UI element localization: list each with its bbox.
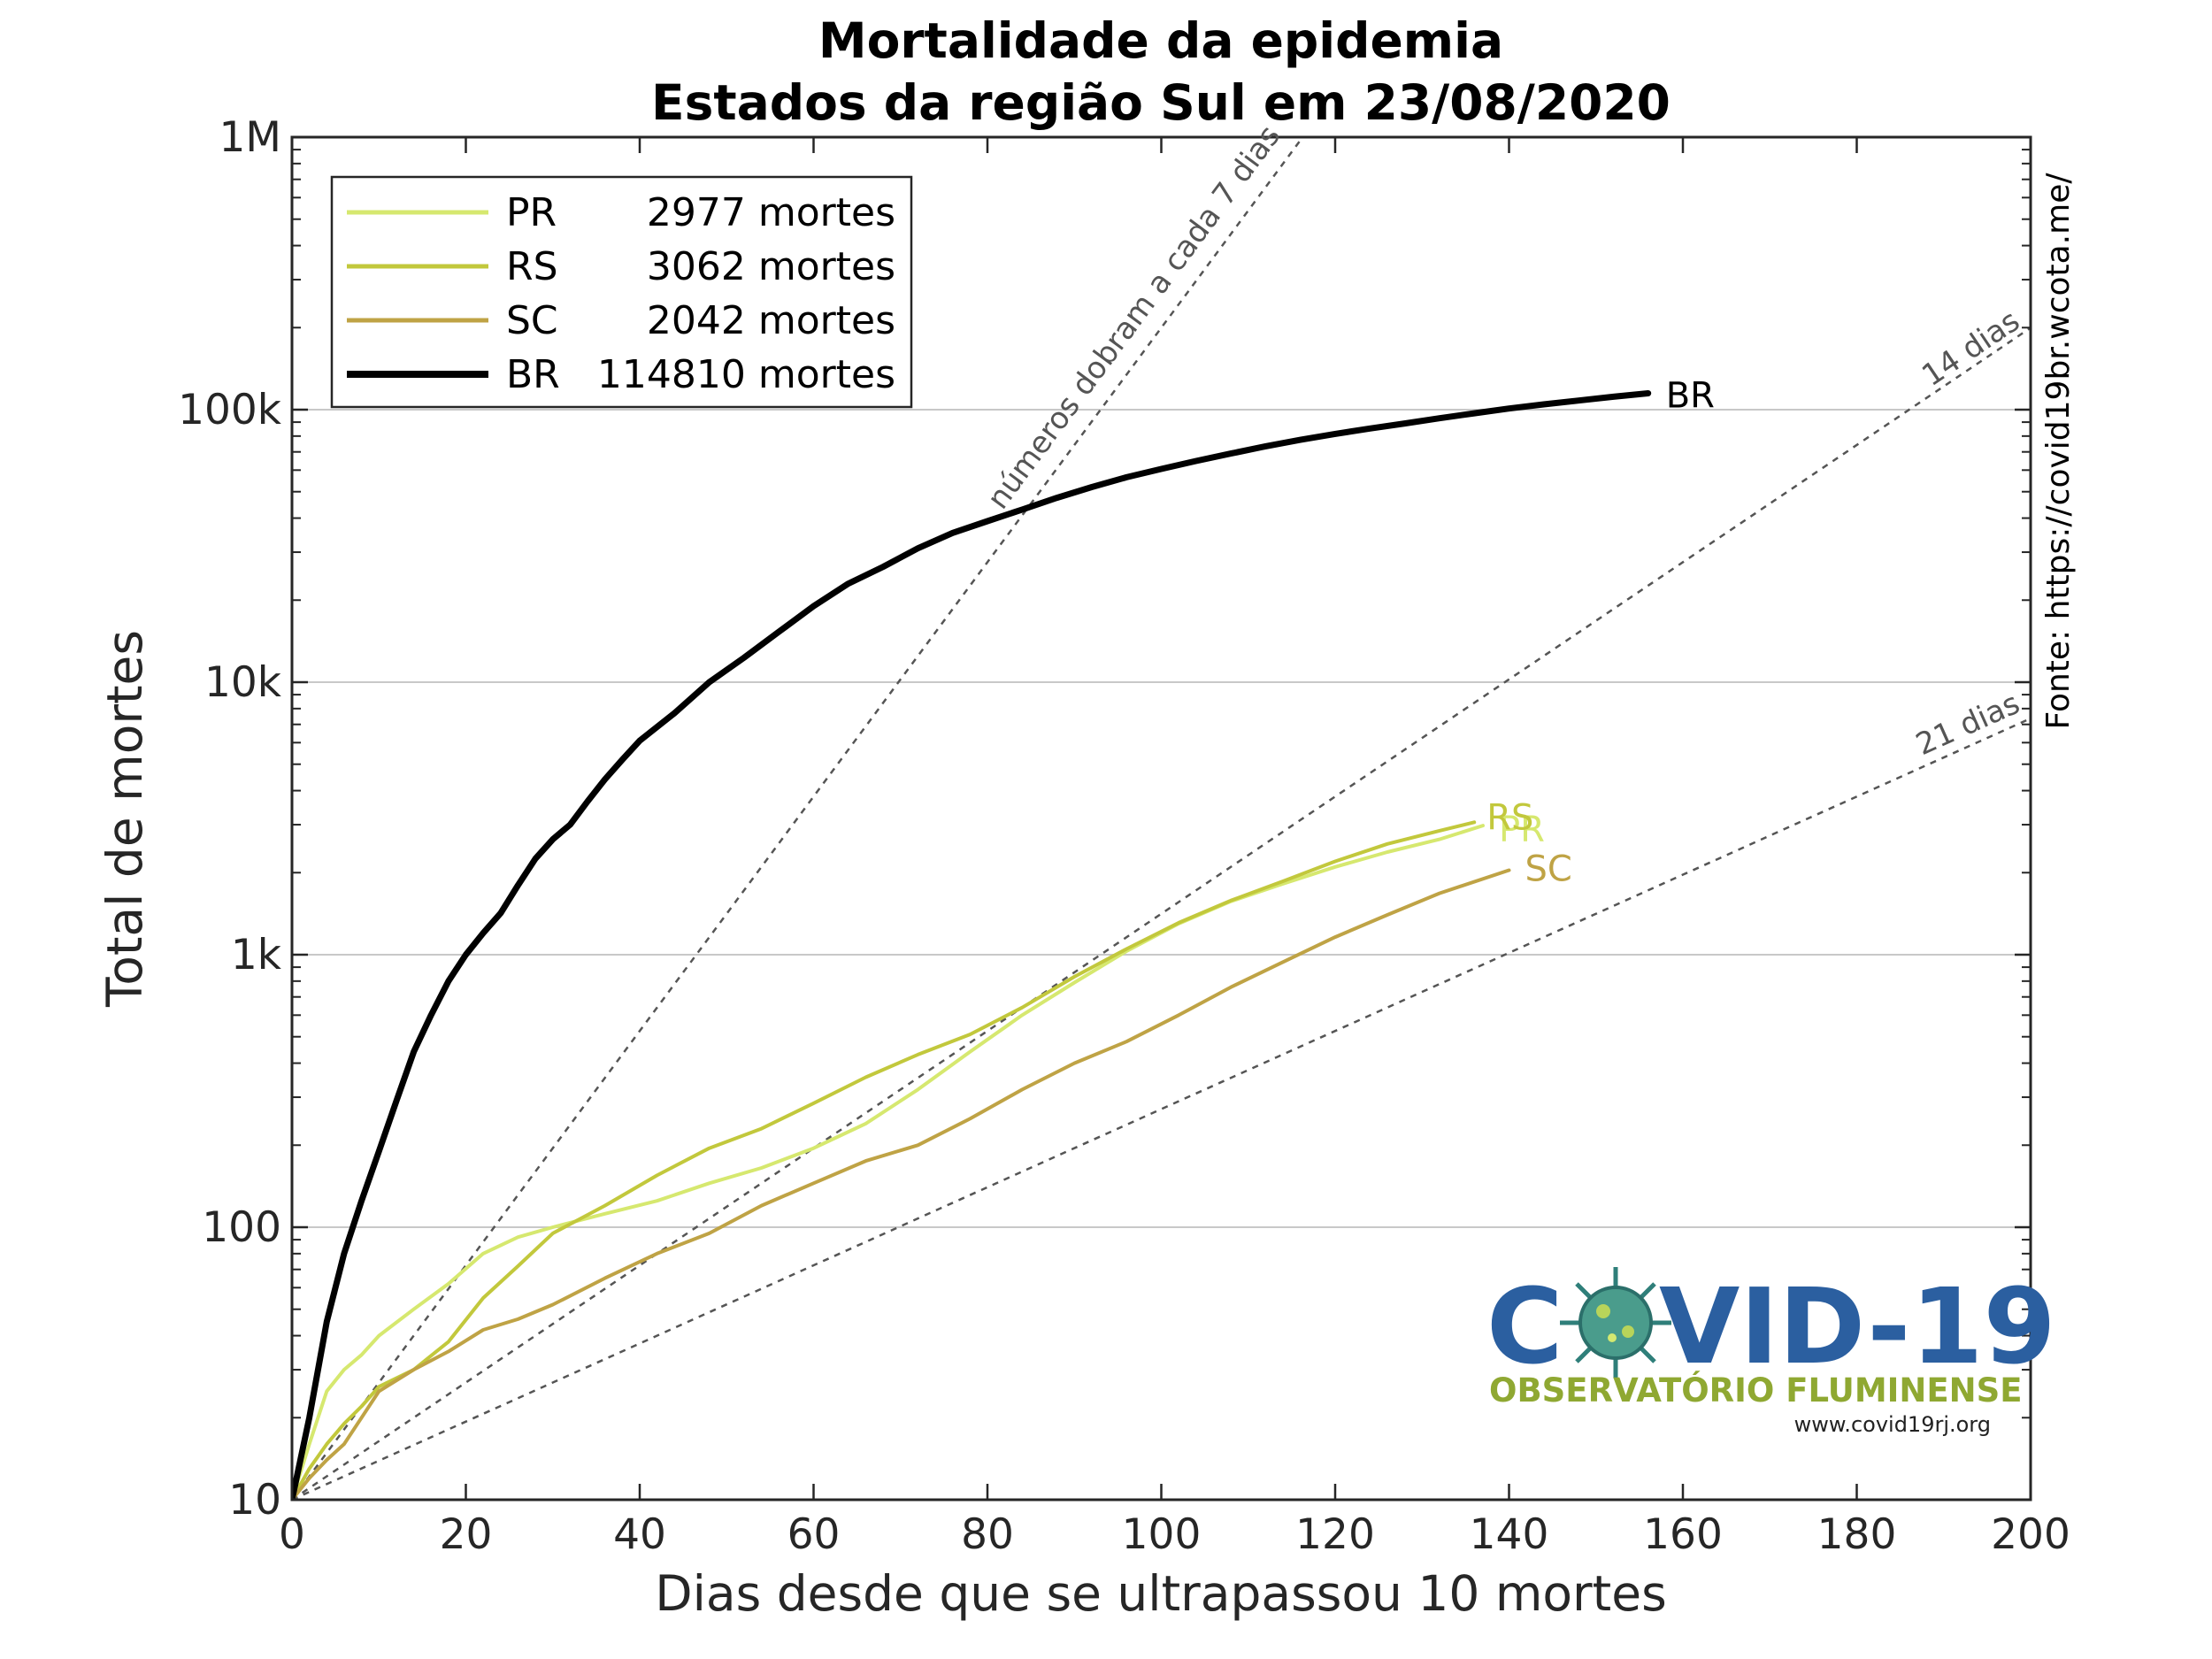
- source-note: Fonte: https://covid19br.wcota.me/: [2040, 173, 2077, 730]
- y-axis-label: Total de mortes: [96, 630, 153, 1008]
- legend-name-sc: SC: [506, 298, 558, 343]
- legend-value-pr: 2977 mortes: [647, 190, 895, 235]
- legend-name-br: BR: [506, 352, 560, 397]
- x-tick-label: 100: [1122, 1510, 1202, 1559]
- series-line-br: [292, 390, 1652, 1500]
- logo-subtitle: OBSERVATÓRIO FLUMINENSE: [1489, 1371, 2023, 1409]
- y-tick-label: 1k: [231, 931, 282, 979]
- y-tick-label: 10: [228, 1476, 281, 1525]
- virus-icon: [1560, 1267, 1671, 1379]
- x-tick-label: 0: [279, 1510, 305, 1559]
- x-tick-label: 20: [440, 1510, 493, 1559]
- series-line-rs: [292, 820, 1477, 1500]
- x-tick-label: 160: [1643, 1510, 1723, 1559]
- logo-title-c: C: [1486, 1265, 1563, 1387]
- series-end-label-br: BR: [1666, 376, 1715, 417]
- chart-title-line-1: Mortalidade da epidemia: [818, 12, 1503, 69]
- legend-box: [330, 175, 913, 409]
- series-lines: [292, 390, 1652, 1500]
- x-tick-label: 60: [787, 1510, 841, 1559]
- legend: PR 2977 mortes RS 3062 mortes SC 2042 mortes B…: [330, 175, 913, 409]
- reference-line: [292, 326, 2031, 1500]
- x-axis-label: Dias desde que se ultrapassou 10 mortes: [655, 1565, 1666, 1622]
- legend-value-br: 114810 mortes: [597, 352, 895, 397]
- chart-title-line-2: Estados da região Sul em 23/08/2020: [651, 74, 1671, 131]
- y-tick-label: 100: [202, 1203, 281, 1252]
- y-axis-ticks: 10 100 1k 10k 100k 1M: [178, 113, 2031, 1525]
- y-gridlines: [292, 409, 2031, 1228]
- x-tick-label: 80: [961, 1510, 1014, 1559]
- x-tick-label: 40: [613, 1510, 666, 1559]
- series-line-sc: [292, 868, 1511, 1500]
- reference-line: [292, 717, 2031, 1500]
- logo-title-rest: VID-19: [1659, 1265, 2056, 1387]
- x-axis-ticks: 0 20 40 60 80 100 120 140 160 180 200: [279, 137, 2070, 1559]
- legend-value-sc: 2042 mortes: [647, 298, 895, 343]
- series-end-label-sc: SC: [1525, 849, 1572, 890]
- reference-line: [292, 137, 1304, 1500]
- logo-url: www.covid19rj.org: [1794, 1412, 1991, 1437]
- legend-value-rs: 3062 mortes: [647, 244, 895, 289]
- y-tick-label: 10k: [204, 658, 282, 707]
- legend-name-rs: RS: [506, 244, 558, 289]
- y-tick-label: 1M: [219, 113, 281, 162]
- series-end-label-rs: RS: [1486, 797, 1533, 838]
- x-tick-label: 120: [1295, 1510, 1375, 1559]
- x-tick-label: 180: [1817, 1510, 1897, 1559]
- reference-lines: [292, 137, 2031, 1500]
- legend-name-pr: PR: [506, 190, 557, 235]
- x-tick-label: 200: [1991, 1510, 2070, 1559]
- series-end-label-pr: PR: [1499, 810, 1545, 850]
- x-tick-label: 140: [1470, 1510, 1549, 1559]
- y-tick-label: 100k: [178, 386, 282, 434]
- covid19-logo: C VID-19 OBSERVATÓRIO FLUMINENSE www.cov…: [1486, 1265, 2056, 1437]
